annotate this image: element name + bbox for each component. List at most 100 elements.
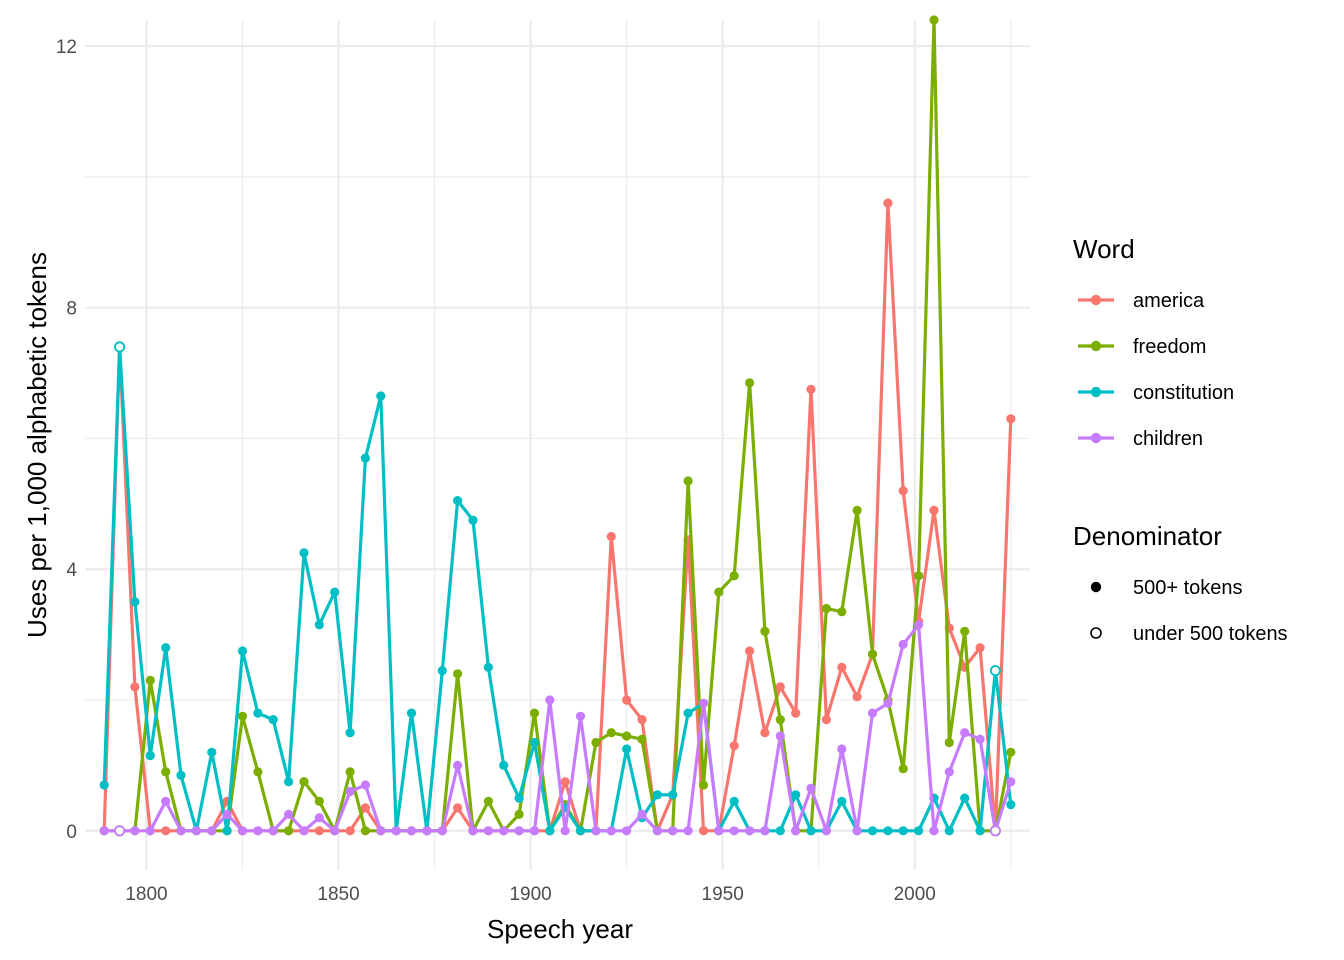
y-tick-label: 12 xyxy=(56,37,77,58)
data-point xyxy=(975,643,985,653)
data-point xyxy=(130,597,140,607)
data-point xyxy=(145,751,155,761)
x-tick-label: 1850 xyxy=(317,884,359,905)
shape-legend-title: Denominator xyxy=(1073,521,1222,551)
legend-point xyxy=(1090,294,1102,306)
legend-label: children xyxy=(1133,428,1203,450)
data-point xyxy=(745,378,755,388)
data-point xyxy=(714,587,724,597)
x-tick-label: 2000 xyxy=(894,884,936,905)
hollow-circle-icon xyxy=(1090,627,1102,639)
data-point xyxy=(622,744,632,754)
data-point xyxy=(698,826,709,836)
data-point xyxy=(345,767,355,777)
data-point xyxy=(176,770,186,780)
data-point xyxy=(729,796,739,806)
data-point xyxy=(529,708,540,718)
data-point xyxy=(745,646,755,656)
legend-label: under 500 tokens xyxy=(1133,623,1288,645)
data-point xyxy=(837,744,847,754)
data-point xyxy=(775,826,785,836)
data-point xyxy=(161,767,171,777)
data-point xyxy=(914,571,924,581)
data-point xyxy=(975,826,985,836)
data-point xyxy=(360,803,370,813)
data-point xyxy=(468,826,478,836)
data-point xyxy=(1006,777,1016,787)
data-point xyxy=(207,747,217,757)
data-point xyxy=(222,826,232,836)
legend-item-america: america xyxy=(1078,290,1205,312)
data-point xyxy=(284,826,294,836)
data-point xyxy=(683,476,693,486)
data-point xyxy=(944,826,954,836)
legend-item-shape: under 500 tokens xyxy=(1090,623,1288,645)
data-point xyxy=(114,341,126,353)
data-point xyxy=(284,777,294,787)
x-axis-ticks: 1800 1850 1900 1950 2000 xyxy=(125,884,936,905)
data-point xyxy=(898,639,908,650)
data-point xyxy=(837,662,847,672)
data-point xyxy=(299,777,309,787)
filled-circle-icon xyxy=(1090,581,1102,593)
data-point xyxy=(944,737,954,748)
data-point xyxy=(422,826,432,836)
data-point xyxy=(929,15,939,25)
data-point xyxy=(130,826,140,836)
legend-point xyxy=(1090,386,1102,398)
data-point xyxy=(253,826,263,836)
data-point xyxy=(437,666,447,676)
data-point xyxy=(729,741,739,751)
data-point xyxy=(791,826,801,836)
data-point xyxy=(575,826,586,836)
data-point xyxy=(145,826,155,836)
data-point xyxy=(453,760,463,771)
data-point xyxy=(652,826,663,836)
y-axis-ticks: 0 4 8 12 xyxy=(56,37,78,843)
data-point xyxy=(222,809,232,820)
data-point xyxy=(237,826,248,836)
series-america xyxy=(99,198,1016,837)
data-point xyxy=(314,813,324,823)
legend-label: america xyxy=(1133,290,1205,312)
data-point xyxy=(253,767,263,777)
data-point xyxy=(560,777,570,787)
axes: 1800 1850 1900 1950 2000 0 4 8 12 Speech year U… xyxy=(22,37,936,944)
data-point xyxy=(1006,800,1016,810)
color-legend-entries: america freedom constitution children xyxy=(1078,290,1234,450)
x-tick-label: 1950 xyxy=(702,884,744,905)
data-point xyxy=(714,826,724,836)
data-point xyxy=(960,728,970,738)
data-point xyxy=(837,607,847,617)
data-point xyxy=(652,790,663,800)
data-point xyxy=(345,826,355,836)
data-point xyxy=(929,826,939,836)
legend-label: freedom xyxy=(1133,336,1206,358)
data-point xyxy=(898,486,908,496)
data-point xyxy=(775,731,785,741)
data-point xyxy=(360,453,370,463)
data-point xyxy=(806,783,816,793)
data-point xyxy=(898,826,908,836)
data-point xyxy=(314,826,324,836)
data-point xyxy=(883,198,893,208)
data-point xyxy=(745,826,755,836)
data-point xyxy=(268,826,278,836)
data-point xyxy=(99,826,109,836)
data-point xyxy=(606,728,616,738)
data-point xyxy=(483,826,493,836)
data-point xyxy=(453,496,463,506)
data-point xyxy=(914,620,924,630)
data-point xyxy=(114,825,126,837)
data-point xyxy=(867,826,878,836)
data-point xyxy=(606,531,616,542)
series-children xyxy=(99,620,1016,837)
series-lines xyxy=(99,15,1016,837)
data-point xyxy=(622,695,632,705)
data-point xyxy=(729,571,739,581)
legend-label: 500+ tokens xyxy=(1133,577,1243,599)
data-point xyxy=(821,603,832,614)
legend: Word americafreedomconstitutionchildren … xyxy=(1073,234,1288,645)
data-point xyxy=(775,682,785,692)
color-legend-title: Word xyxy=(1073,234,1135,264)
